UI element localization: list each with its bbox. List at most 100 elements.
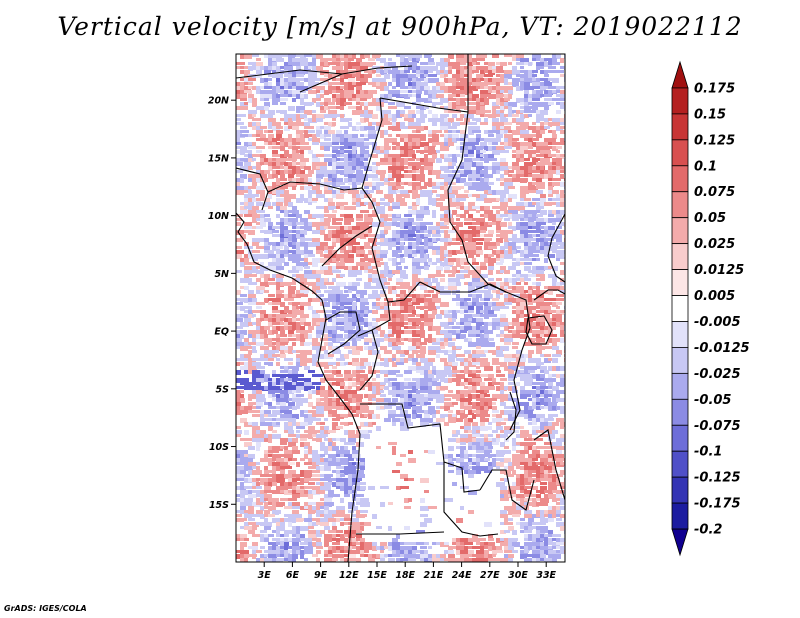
field-cell — [284, 194, 290, 198]
field-cell — [500, 198, 506, 203]
field-cell — [484, 74, 493, 77]
field-cell — [320, 258, 328, 263]
field-cell — [508, 326, 514, 329]
field-cell — [264, 230, 273, 234]
field-cell — [480, 58, 485, 61]
field-cell — [288, 254, 297, 259]
field-cell — [432, 78, 439, 83]
field-cell — [356, 122, 361, 125]
field-cell — [516, 174, 520, 179]
field-cell — [548, 226, 555, 230]
field-cell — [396, 250, 402, 253]
field-cell — [360, 174, 364, 179]
field-cell — [448, 70, 452, 74]
field-cell — [384, 226, 391, 230]
field-cell — [396, 142, 400, 147]
field-cell — [356, 270, 362, 275]
field-cell — [540, 354, 545, 357]
field-cell — [276, 278, 283, 282]
field-cell — [536, 374, 541, 378]
field-cell — [536, 202, 542, 207]
field-cell — [500, 202, 508, 207]
field-cell — [336, 334, 343, 339]
field-cell — [460, 258, 468, 262]
field-cell — [516, 362, 525, 367]
field-cell — [536, 418, 542, 422]
field-cell — [488, 230, 494, 234]
field-cell — [368, 62, 376, 65]
field-cell — [296, 226, 303, 229]
field-cell — [444, 182, 448, 186]
field-cell — [316, 422, 323, 425]
field-cell — [544, 402, 549, 407]
field-cell — [504, 170, 509, 175]
field-cell — [356, 402, 362, 407]
field-cell — [248, 190, 252, 195]
field-cell — [552, 166, 559, 171]
field-cell — [480, 122, 488, 125]
field-cell — [548, 66, 556, 69]
field-cell — [416, 362, 421, 367]
field-cell — [472, 278, 480, 282]
field-cell — [528, 110, 537, 113]
field-cell — [396, 266, 402, 271]
field-cell — [536, 266, 545, 271]
field-cell — [464, 306, 468, 311]
field-cell — [476, 146, 483, 151]
field-cell — [556, 126, 563, 131]
field-cell — [548, 302, 554, 305]
field-cell — [376, 70, 383, 73]
field-cell — [488, 158, 497, 161]
field-cell — [296, 254, 301, 258]
field-cell — [396, 194, 402, 198]
field-cell — [328, 374, 334, 378]
field-cell — [268, 362, 273, 366]
field-cell — [460, 426, 464, 429]
field-cell — [532, 214, 538, 218]
field-cell — [464, 182, 472, 186]
field-cell — [468, 90, 472, 93]
field-cell — [288, 66, 293, 69]
field-cell — [356, 70, 361, 75]
field-cell — [296, 74, 304, 77]
field-cell — [504, 398, 510, 401]
field-cell — [456, 94, 463, 97]
field-cell — [272, 102, 278, 105]
field-cell — [424, 86, 430, 91]
field-cell — [552, 182, 560, 186]
field-cell — [408, 294, 415, 297]
field-cell — [364, 242, 370, 247]
field-cell — [384, 238, 388, 242]
field-cell — [364, 54, 370, 58]
field-cell — [368, 266, 372, 269]
field-cell — [332, 418, 340, 421]
field-cell — [556, 306, 560, 309]
field-cell — [520, 110, 525, 113]
field-cell — [436, 398, 443, 403]
field-cell — [312, 110, 316, 113]
field-cell — [328, 90, 332, 94]
field-cell — [556, 90, 562, 93]
field-cell — [260, 210, 265, 213]
field-cell — [400, 294, 405, 298]
field-cell — [352, 358, 359, 363]
field-cell — [532, 306, 541, 309]
field-cell — [512, 422, 519, 425]
field-cell — [540, 366, 547, 371]
field-cell — [416, 82, 420, 86]
field-cell — [312, 58, 316, 63]
field-cell — [356, 102, 360, 105]
field-cell — [552, 190, 559, 194]
field-cell — [236, 190, 244, 195]
field-cell — [508, 110, 514, 114]
field-cell — [368, 114, 373, 118]
field-cell — [300, 286, 309, 290]
field-cell — [552, 218, 557, 222]
field-cell — [540, 166, 544, 170]
field-cell — [384, 286, 388, 289]
field-cell — [296, 430, 300, 433]
field-cell — [332, 142, 339, 145]
field-cell — [340, 234, 346, 238]
field-cell — [492, 146, 498, 150]
field-cell — [324, 402, 330, 406]
